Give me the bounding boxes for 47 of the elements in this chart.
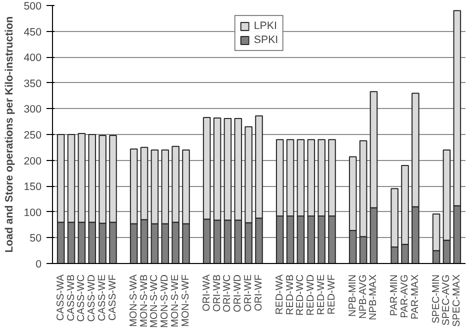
x-tick-label: CASS-WD bbox=[86, 274, 98, 322]
y-tick-label: 400 bbox=[24, 52, 42, 64]
x-tick-label: ORI-WE bbox=[243, 274, 254, 312]
x-tick-label: ORI-WC bbox=[222, 274, 234, 312]
x-tick-label: RED-WD bbox=[306, 274, 317, 316]
x-tick-label: NPB-MAX bbox=[368, 274, 380, 320]
y-tick-label: 500 bbox=[24, 0, 42, 12]
x-tick-label: MON-S-WC bbox=[149, 274, 160, 328]
x-tick-label: CASS-WE bbox=[97, 274, 108, 322]
x-tick-label: MON-S-WF bbox=[180, 274, 192, 327]
x-tick-label: MON-S-WE bbox=[170, 274, 182, 328]
x-tick-label: CASS-WC bbox=[76, 274, 88, 322]
y-axis-title: Load and Store operations per Kilo-instruction bbox=[4, 16, 16, 253]
x-tick-label: ORI-WF bbox=[254, 274, 264, 312]
x-tick-label: NPB-MIN bbox=[347, 274, 358, 317]
x-tick-label: ORI-WA bbox=[201, 274, 212, 312]
y-tick-label: 450 bbox=[24, 26, 42, 38]
y-tick-label: 250 bbox=[24, 130, 42, 142]
x-tick-label: SPEC-MAX bbox=[452, 274, 463, 327]
x-tick-label: RED-WA bbox=[274, 274, 286, 315]
x-tick-label: RED-WE bbox=[316, 274, 328, 316]
x-tick-label: MON-S-WA bbox=[128, 274, 140, 327]
y-tick-label: 50 bbox=[30, 232, 42, 245]
x-tick-label: SPEC-MIN bbox=[430, 274, 442, 324]
y-tick-label: 100 bbox=[24, 206, 42, 219]
x-tick-label: ORI-WB bbox=[212, 274, 223, 312]
x-tick-label: SPEC-AVG bbox=[441, 274, 452, 326]
y-tick-label: 0 bbox=[36, 258, 42, 270]
legend-label: LPKI bbox=[254, 20, 277, 32]
x-tick-label: RED-WC bbox=[295, 274, 306, 316]
x-tick-label: CASS-WA bbox=[55, 274, 66, 321]
y-tick-label: 300 bbox=[24, 104, 42, 116]
x-tick-label: CASS-WF bbox=[107, 274, 118, 321]
legend-label: SPKI bbox=[254, 34, 278, 46]
y-tick-label: 350 bbox=[24, 78, 42, 90]
x-tick-label: MON-S-WD bbox=[160, 274, 171, 328]
x-tick-label: CASS-WB bbox=[66, 274, 77, 322]
x-tick-label: ORI-WD bbox=[232, 274, 244, 312]
y-tick-label: 200 bbox=[24, 155, 42, 168]
x-tick-label: PAR-AVG bbox=[400, 274, 411, 318]
x-tick-label: PAR-MIN bbox=[389, 274, 400, 316]
y-tick-label: 150 bbox=[24, 181, 42, 194]
x-tick-label: RED-WB bbox=[284, 274, 296, 316]
x-tick-label: NPB-AVG bbox=[358, 274, 369, 319]
x-tick-label: PAR-MAX bbox=[410, 274, 421, 320]
x-tick-label: RED-WF bbox=[326, 274, 338, 314]
x-tick-label: MON-S-WB bbox=[138, 274, 150, 328]
